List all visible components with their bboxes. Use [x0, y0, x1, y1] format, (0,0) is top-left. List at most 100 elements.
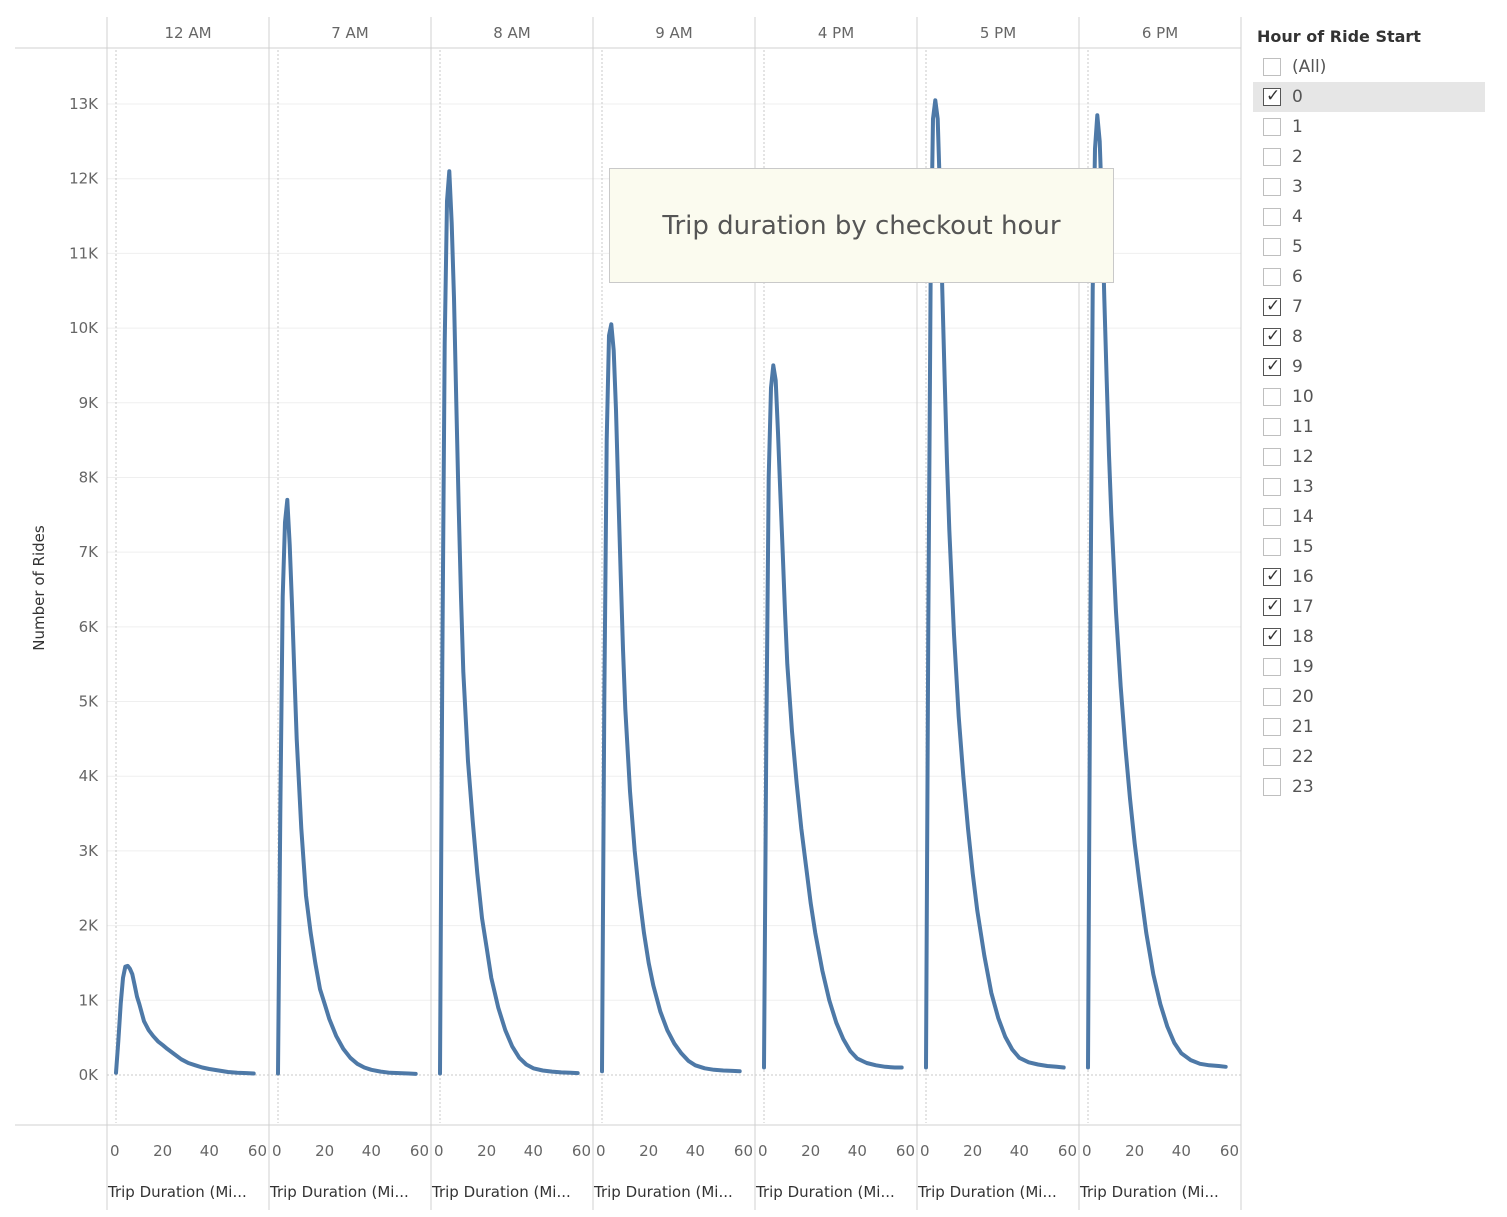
series-line-7-am — [276, 497, 418, 1076]
filter-item-14[interactable]: 14 — [1253, 502, 1485, 532]
filter-item-9[interactable]: 9 — [1253, 352, 1485, 382]
checkbox[interactable] — [1263, 658, 1281, 676]
filter-item-10[interactable]: 10 — [1253, 382, 1485, 412]
y-tick-label: 10K — [69, 319, 99, 337]
y-tick-label: 3K — [79, 842, 100, 860]
checkbox-checked[interactable] — [1263, 86, 1281, 106]
filter-item-label: 10 — [1292, 387, 1314, 407]
x-axis-title: Trip Duration (Mi... — [269, 1183, 409, 1201]
checkbox-checked[interactable] — [1263, 356, 1281, 376]
x-tick-label: 20 — [315, 1142, 334, 1160]
pane-header-label: 4 PM — [818, 24, 854, 42]
pane-header-label: 9 AM — [655, 24, 693, 42]
filter-item-15[interactable]: 15 — [1253, 532, 1485, 562]
x-tick-label: 0 — [596, 1142, 606, 1160]
annotation-text: Trip duration by checkout hour — [662, 210, 1061, 241]
hour-filter-panel: Hour of Ride Start (All)0123456789101112… — [1253, 22, 1485, 802]
filter-item-label: 18 — [1292, 627, 1314, 647]
x-axis-title: Trip Duration (Mi... — [593, 1183, 733, 1201]
filter-item-0[interactable]: 0 — [1253, 82, 1485, 112]
filter-item-21[interactable]: 21 — [1253, 712, 1485, 742]
checkbox[interactable] — [1263, 208, 1281, 226]
checkbox[interactable] — [1263, 538, 1281, 556]
filter-item-label: 8 — [1292, 327, 1303, 347]
series-line-8-am — [438, 169, 580, 1076]
x-tick-label: 20 — [801, 1142, 820, 1160]
y-axis-title: Number of Rides — [30, 525, 48, 651]
checkbox-checked[interactable] — [1263, 596, 1281, 616]
filter-item-22[interactable]: 22 — [1253, 742, 1485, 772]
x-tick-label: 0 — [110, 1142, 120, 1160]
chart-annotation[interactable]: Trip duration by checkout hour — [609, 168, 1114, 283]
x-tick-label: 0 — [272, 1142, 282, 1160]
x-tick-label: 40 — [686, 1142, 705, 1160]
filter-item-6[interactable]: 6 — [1253, 262, 1485, 292]
y-tick-label: 9K — [79, 394, 100, 412]
filter-item-5[interactable]: 5 — [1253, 232, 1485, 262]
y-tick-label: 13K — [69, 95, 99, 113]
y-tick-label: 0K — [79, 1066, 100, 1084]
filter-item-13[interactable]: 13 — [1253, 472, 1485, 502]
y-tick-label: 11K — [69, 244, 99, 262]
checkbox[interactable] — [1263, 58, 1281, 76]
filter-item-label: 15 — [1292, 537, 1314, 557]
series-line-9-am — [600, 322, 742, 1074]
series-line-6-pm — [1086, 113, 1228, 1070]
checkbox[interactable] — [1263, 718, 1281, 736]
checkbox[interactable] — [1263, 478, 1281, 496]
x-axis-title: Trip Duration (Mi... — [917, 1183, 1057, 1201]
checkbox[interactable] — [1263, 778, 1281, 796]
filter-item-2[interactable]: 2 — [1253, 142, 1485, 172]
filter-item-23[interactable]: 23 — [1253, 772, 1485, 802]
checkbox-checked[interactable] — [1263, 566, 1281, 586]
filter-item-19[interactable]: 19 — [1253, 652, 1485, 682]
checkbox[interactable] — [1263, 508, 1281, 526]
filter-item-7[interactable]: 7 — [1253, 292, 1485, 322]
filter-item-8[interactable]: 8 — [1253, 322, 1485, 352]
checkbox[interactable] — [1263, 118, 1281, 136]
filter-item-all[interactable]: (All) — [1253, 52, 1485, 82]
checkbox[interactable] — [1263, 178, 1281, 196]
x-tick-label: 40 — [848, 1142, 867, 1160]
pane-header-label: 6 PM — [1142, 24, 1178, 42]
filter-item-20[interactable]: 20 — [1253, 682, 1485, 712]
filter-item-label: 22 — [1292, 747, 1314, 767]
x-tick-label: 20 — [963, 1142, 982, 1160]
checkbox-checked[interactable] — [1263, 626, 1281, 646]
filter-item-label: 0 — [1292, 87, 1303, 107]
y-tick-label: 2K — [79, 917, 100, 935]
checkbox[interactable] — [1263, 268, 1281, 286]
filter-item-label: 9 — [1292, 357, 1303, 377]
filter-item-16[interactable]: 16 — [1253, 562, 1485, 592]
x-tick-label: 40 — [1010, 1142, 1029, 1160]
checkbox[interactable] — [1263, 418, 1281, 436]
filter-item-label: 20 — [1292, 687, 1314, 707]
x-tick-label: 40 — [1172, 1142, 1191, 1160]
y-tick-label: 12K — [69, 170, 99, 188]
x-tick-label: 40 — [524, 1142, 543, 1160]
checkbox[interactable] — [1263, 238, 1281, 256]
x-tick-label: 60 — [734, 1142, 753, 1160]
filter-item-18[interactable]: 18 — [1253, 622, 1485, 652]
checkbox[interactable] — [1263, 148, 1281, 166]
filter-item-1[interactable]: 1 — [1253, 112, 1485, 142]
filter-item-12[interactable]: 12 — [1253, 442, 1485, 472]
checkbox[interactable] — [1263, 688, 1281, 706]
checkbox[interactable] — [1263, 448, 1281, 466]
checkbox[interactable] — [1263, 388, 1281, 406]
pane-header-label: 7 AM — [331, 24, 369, 42]
filter-list: (All)01234567891011121314151617181920212… — [1253, 52, 1485, 802]
filter-item-label: 3 — [1292, 177, 1303, 197]
chart-svg: 0K 1K 2K 3K 4K 5K 6K 7K 8K 9K 10K 11K 12K 13K 12 AM 0 20… — [15, 17, 1242, 1210]
x-axis-title: Trip Duration (Mi... — [1079, 1183, 1219, 1201]
filter-item-17[interactable]: 17 — [1253, 592, 1485, 622]
checkbox[interactable] — [1263, 748, 1281, 766]
x-tick-label: 60 — [572, 1142, 591, 1160]
checkbox-checked[interactable] — [1263, 296, 1281, 316]
series-line-5-pm — [924, 98, 1066, 1070]
y-tick-label: 6K — [79, 618, 100, 636]
filter-item-4[interactable]: 4 — [1253, 202, 1485, 232]
filter-item-11[interactable]: 11 — [1253, 412, 1485, 442]
checkbox-checked[interactable] — [1263, 326, 1281, 346]
filter-item-3[interactable]: 3 — [1253, 172, 1485, 202]
